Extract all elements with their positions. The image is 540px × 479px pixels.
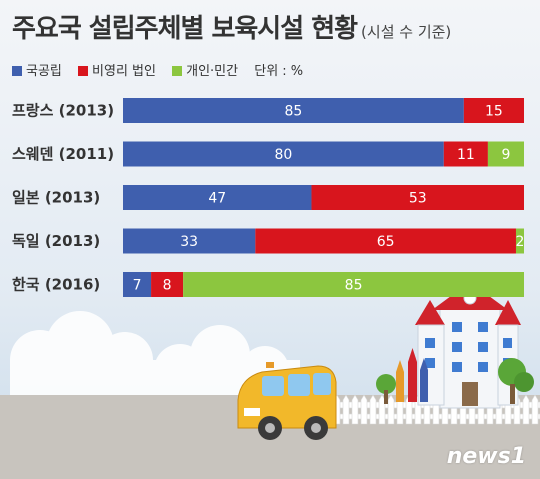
data-label: 2 <box>516 234 525 250</box>
bar-segment-public <box>123 98 464 123</box>
bar-segment-private <box>183 272 524 297</box>
data-label: 11 <box>457 147 475 163</box>
page-title: 주요국 설립주체별 보육시설 현황 (시설 수 기준) <box>12 8 451 45</box>
data-label: 85 <box>285 104 303 120</box>
legend-swatch-public <box>12 66 22 76</box>
bar-segment-public <box>123 185 312 210</box>
data-label: 53 <box>409 191 427 207</box>
data-label: 33 <box>180 234 198 250</box>
legend-swatch-nonprofit <box>78 66 89 76</box>
legend-item-private: 개인·민간 <box>172 60 238 79</box>
category-label: 한국 (2016) <box>12 276 100 294</box>
page-subtitle: (시설 수 기준) <box>361 23 452 41</box>
fence-picket <box>378 394 386 425</box>
data-label: 65 <box>377 234 395 250</box>
fence-picket <box>369 394 377 425</box>
legend-item-nonprofit: 비영리 법인 <box>78 60 156 79</box>
category-label: 일본 (2013) <box>12 189 100 207</box>
bar-segment-private <box>515 228 524 254</box>
data-label: 80 <box>274 147 292 163</box>
chart-legend: 국공립 비영리 법인 개인·민간 단위 : % <box>12 60 303 79</box>
school-bus-decoration <box>237 362 337 440</box>
data-label: 8 <box>163 278 172 294</box>
bar-segment-public <box>123 141 444 167</box>
unit-label: 단위 : % <box>254 64 304 79</box>
fence-picket <box>360 394 368 425</box>
category-label: 독일 (2013) <box>12 232 100 250</box>
bar-segment-nonprofit <box>255 228 516 254</box>
category-label: 프랑스 (2013) <box>12 102 114 120</box>
data-label: 9 <box>501 147 510 163</box>
category-label: 스웨덴 (2011) <box>12 145 114 163</box>
legend-swatch-private <box>172 66 183 76</box>
data-label: 47 <box>208 191 226 207</box>
fence-picket <box>531 394 539 425</box>
legend-label-private: 개인·민간 <box>186 64 239 79</box>
data-label: 7 <box>133 278 142 294</box>
bar-segment-nonprofit <box>463 98 524 123</box>
stacked-bar-chart: 프랑스 (2013) 85 15 스웨덴 (2011) 80 11 9 일본 (2013) 47… <box>12 98 524 297</box>
legend-item-public: 국공립 <box>12 60 62 79</box>
data-label: 85 <box>345 278 363 294</box>
bar-segment-nonprofit <box>151 272 184 297</box>
bar-segment-public <box>123 228 256 254</box>
fence-picket <box>522 394 530 425</box>
legend-label-public: 국공립 <box>26 64 62 79</box>
data-label: 15 <box>485 104 503 120</box>
news1-logo: news1 <box>446 444 526 469</box>
bar-segment-nonprofit <box>311 185 524 210</box>
fence-picket <box>387 394 395 425</box>
title-text: 주요국 설립주체별 보육시설 현황 <box>12 14 358 44</box>
crayon-decoration <box>396 348 428 402</box>
fence-picket <box>342 394 350 425</box>
bar-segment-private <box>487 141 524 167</box>
bar-segment-public <box>123 272 152 297</box>
fence-picket <box>351 394 359 425</box>
tree-decoration <box>376 358 534 404</box>
bar-segment-nonprofit <box>443 141 488 167</box>
legend-label-nonprofit: 비영리 법인 <box>92 64 156 79</box>
